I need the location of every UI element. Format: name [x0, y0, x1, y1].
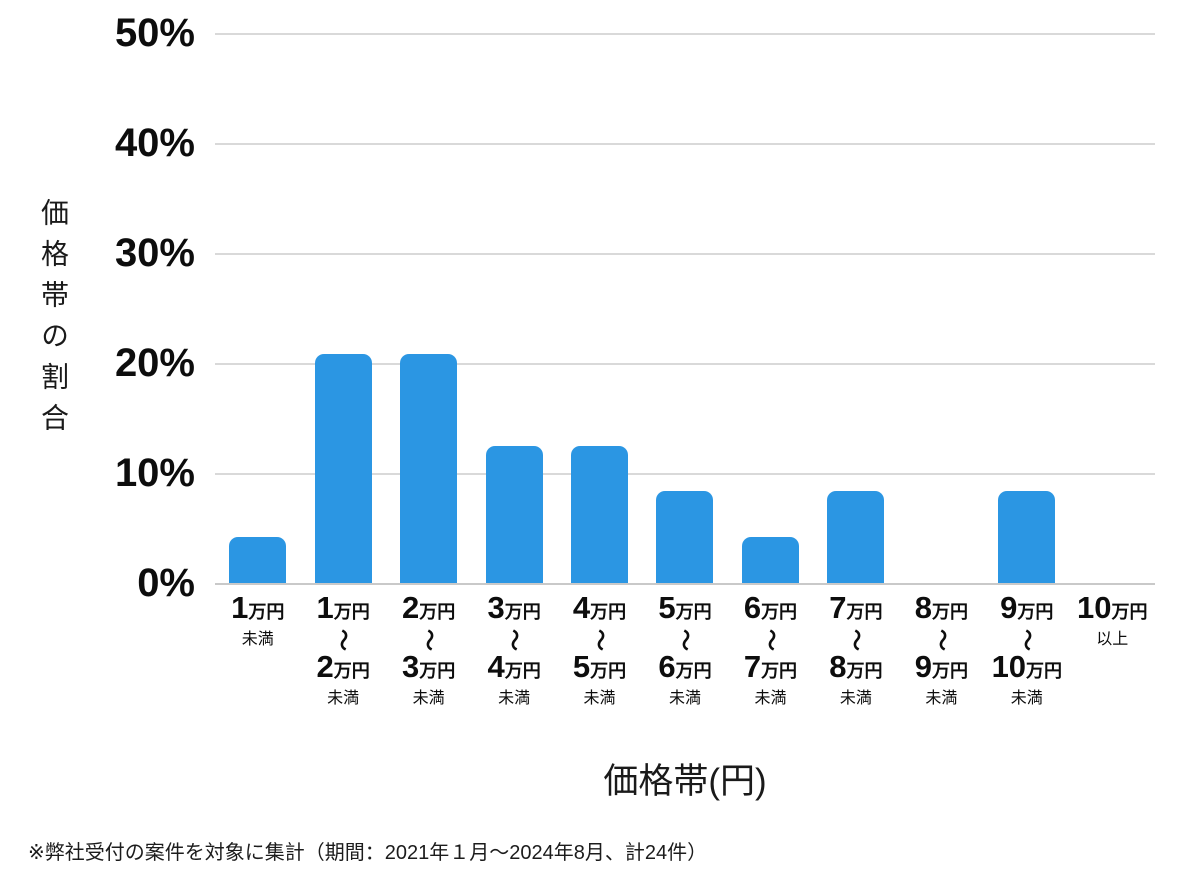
bars-layer [215, 33, 1155, 583]
footnote: ※弊社受付の案件を対象に集計（期間：2021年１月～2024年8月、計24件） [28, 842, 708, 864]
gridline [215, 33, 1155, 35]
x-axis-label: 9万円～ 10万円 未満 [991, 590, 1063, 707]
bar-slot [984, 33, 1069, 583]
gridline [215, 583, 1155, 585]
y-axis-title: 価格帯の割合 [38, 198, 69, 444]
bar-slot [728, 33, 813, 583]
gridline [215, 363, 1155, 365]
bar-slot [215, 33, 300, 583]
x-axis-label: 5万円～ 6万円 未満 [658, 590, 712, 707]
plot-area: 50% 40% 30% 20% 10% 0% [115, 11, 1155, 605]
y-tick-label: 30% [114, 231, 195, 275]
tilde-separator: ～ [929, 628, 955, 652]
bar-slot [642, 33, 727, 583]
y-tick-label: 0% [137, 561, 195, 605]
y-tick-label: 40% [114, 121, 195, 165]
y-tick-label: 50% [114, 11, 195, 55]
bar-slot [557, 33, 642, 583]
bar-slot [300, 33, 385, 583]
x-axis-label: 10万円 以上 [1077, 590, 1148, 648]
bar-slot [471, 33, 556, 583]
x-axis-label: 7万円～ 8万円 未満 [829, 590, 883, 707]
gridline [215, 253, 1155, 255]
x-axis-label: 1万円 未満 [231, 590, 285, 648]
tilde-separator: ～ [843, 628, 869, 652]
x-axis-title: 価格帯(円) [603, 762, 767, 801]
bar-slot [813, 33, 898, 583]
bar-3 [400, 353, 458, 583]
bar-slot [1070, 33, 1155, 583]
tilde-separator: ～ [758, 628, 784, 652]
x-axis-label: 3万円～ 4万円 未満 [487, 590, 541, 707]
tilde-separator: ～ [416, 628, 442, 652]
bar-8 [827, 491, 885, 583]
x-axis-label: 2万円～ 3万円 未満 [402, 590, 456, 707]
bar-4 [485, 445, 543, 583]
x-axis-label: 6万円～ 7万円 未満 [743, 590, 798, 707]
bar-slot [899, 33, 984, 583]
tilde-separator: ～ [1014, 628, 1040, 652]
tilde-separator: ～ [502, 628, 528, 652]
bar-5 [571, 445, 629, 583]
bar-6 [656, 491, 714, 583]
tilde-separator: ～ [672, 628, 698, 652]
y-tick-label: 10% [114, 451, 195, 495]
gridline [215, 143, 1155, 145]
tilde-separator: ～ [587, 628, 613, 652]
bar-1 [229, 537, 287, 583]
gridline [215, 473, 1155, 475]
x-axis-label: 4万円～ 5万円 未満 [572, 590, 627, 707]
x-axis-labels: 1万円 未満 1万円～ 2万円 未満 2万円～ 3万円 未満 3万円～ 4万円 未満 4万円～ 5万円未… [215, 592, 1155, 710]
x-axis-label: 1万円～ 2万円 未満 [316, 590, 370, 707]
bar-7 [741, 537, 799, 583]
bar-slot [386, 33, 471, 583]
y-tick-label: 20% [114, 341, 195, 385]
bar-10 [998, 491, 1056, 583]
x-axis-label: 8万円～ 9万円 未満 [914, 590, 968, 707]
bar-2 [314, 353, 372, 583]
tilde-separator: ～ [331, 628, 357, 652]
